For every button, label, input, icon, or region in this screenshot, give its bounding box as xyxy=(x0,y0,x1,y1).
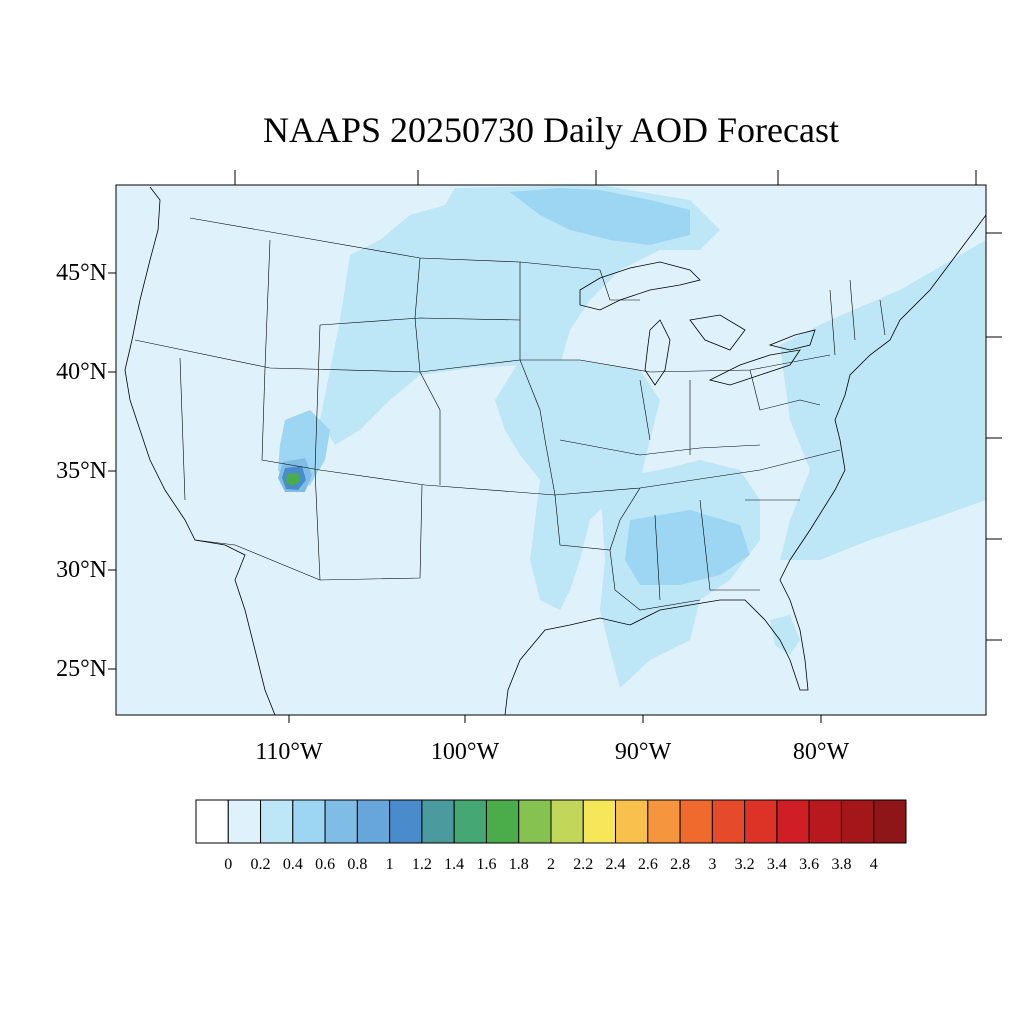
colorbar-label: 2.6 xyxy=(637,856,658,873)
colorbar-label: 2.4 xyxy=(605,856,626,873)
colorbar-label: 2.2 xyxy=(573,856,594,873)
colorbar xyxy=(195,799,907,844)
lon-label: 80°W xyxy=(792,739,850,765)
colorbar-swatch xyxy=(260,799,294,844)
colorbar-swatch xyxy=(356,799,391,844)
lat-label: 40°N xyxy=(56,359,107,385)
colorbar-label: 0.8 xyxy=(347,856,368,873)
lon-tick-marks xyxy=(288,715,822,723)
map-frame xyxy=(115,184,987,716)
colorbar-label: 1.4 xyxy=(444,856,465,873)
colorbar-label: 0 xyxy=(224,856,233,873)
colorbar-swatch xyxy=(421,799,455,844)
state-borders xyxy=(134,217,886,611)
colorbar-label: 0.2 xyxy=(250,856,271,873)
aod-plume-gulf xyxy=(770,615,800,655)
lon-label: 110°W xyxy=(255,739,323,765)
colorbar-label: 2 xyxy=(547,856,555,873)
colorbar-swatch xyxy=(744,799,778,844)
aod-hotspot xyxy=(286,473,300,486)
colorbar-label: 3.4 xyxy=(766,856,787,873)
right-tick-marks xyxy=(986,232,1002,641)
coastline xyxy=(124,186,986,715)
colorbar-label: 1.8 xyxy=(508,856,529,873)
great-lakes xyxy=(579,261,816,386)
lon-label: 100°W xyxy=(430,739,500,765)
top-tick-marks xyxy=(234,170,977,185)
aod-plume-alabama xyxy=(625,510,750,585)
colorbar-label: 4 xyxy=(869,856,878,873)
colorbar-label: 3.6 xyxy=(799,856,820,873)
colorbar-swatch xyxy=(582,799,617,844)
colorbar-label: 3.8 xyxy=(831,856,852,873)
aod-plume-midwest xyxy=(495,360,660,610)
lat-label: 30°N xyxy=(56,557,107,583)
colorbar-swatch xyxy=(324,799,358,844)
colorbar-swatch xyxy=(873,799,907,844)
lon-label: 90°W xyxy=(614,739,672,765)
colorbar-swatch xyxy=(550,799,584,844)
lat-label: 35°N xyxy=(56,458,107,484)
colorbar-swatch xyxy=(711,799,746,844)
colorbar-swatch xyxy=(776,799,810,844)
colorbar-swatch xyxy=(808,799,842,844)
colorbar-label: 1.6 xyxy=(476,856,497,873)
colorbar-swatch xyxy=(679,799,713,844)
colorbar-label: 3 xyxy=(708,856,717,873)
colorbar-swatch xyxy=(615,799,649,844)
colorbar-label: 2.8 xyxy=(670,856,691,873)
lat-tick-marks xyxy=(108,272,116,670)
colorbar-swatch xyxy=(292,799,326,844)
aod-plume-atlantic xyxy=(780,240,986,560)
map-title: NAAPS 20250730 Daily AOD Forecast xyxy=(263,110,839,150)
lat-label: 25°N xyxy=(56,656,107,682)
colorbar-swatch xyxy=(840,799,875,844)
colorbar-label: 0.6 xyxy=(315,856,336,873)
colorbar-label: 1 xyxy=(385,856,394,873)
colorbar-label: 3.2 xyxy=(734,856,755,873)
colorbar-label: 1.2 xyxy=(411,856,432,873)
colorbar-label: 0.4 xyxy=(282,856,303,873)
colorbar-swatch xyxy=(485,799,520,844)
colorbar-swatch xyxy=(195,799,229,844)
colorbar-swatch xyxy=(518,799,552,844)
colorbar-swatch xyxy=(227,799,262,844)
colorbar-swatch xyxy=(647,799,681,844)
colorbar-swatch xyxy=(453,799,487,844)
colorbar-swatch xyxy=(389,799,423,844)
aod-plume-superior xyxy=(510,188,690,245)
lat-label: 45°N xyxy=(56,260,107,286)
